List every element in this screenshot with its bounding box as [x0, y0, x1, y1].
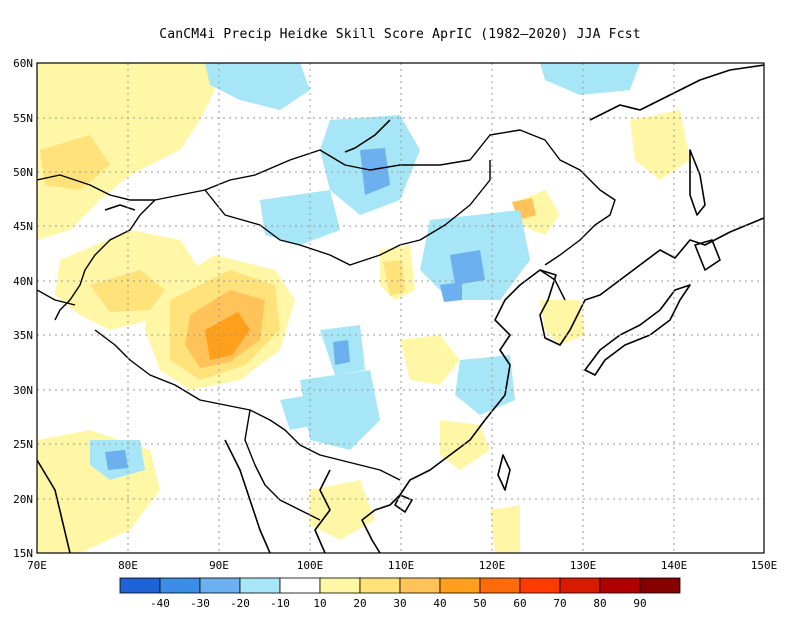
coastline-east-asia	[361, 217, 764, 553]
plot-frame	[36, 62, 765, 554]
longitude-labels: 70E 80E 90E 100E 110E 120E 130E 140E 150…	[27, 559, 777, 572]
lon-label: 110E	[388, 559, 415, 572]
shade-se-yellow	[310, 480, 375, 540]
colorbar-label: 40	[433, 597, 446, 610]
coastlines	[37, 64, 764, 553]
lon-label: 100E	[297, 559, 324, 572]
shade-mid-blue	[260, 190, 340, 245]
colorbar-label: -40	[150, 597, 170, 610]
lat-label: 35N	[13, 329, 33, 342]
colorbar-label: -10	[270, 597, 290, 610]
shade-taiwan-yellow	[490, 505, 520, 553]
colorbar-box	[159, 577, 201, 594]
lat-label: 20N	[13, 493, 33, 506]
shade-siberia-blue	[205, 63, 310, 110]
colorbar-label: -20	[230, 597, 250, 610]
colorbar-box	[399, 577, 441, 594]
colorbar-label: 60	[513, 597, 526, 610]
shade-west-yellow	[37, 63, 215, 240]
latitude-labels: 15N 20N 25N 30N 35N 40N 45N 50N 55N 60N	[13, 57, 33, 560]
lon-label: 120E	[479, 559, 506, 572]
national-borders	[37, 129, 616, 521]
colorbar-box	[359, 577, 401, 594]
border-central-asia	[37, 174, 155, 201]
shade-india-deep	[105, 450, 128, 470]
border-mongolia-south	[204, 160, 491, 266]
coastline-bay-bengal	[224, 439, 271, 553]
border-russia-china-north	[204, 129, 616, 266]
colorbar-label: 80	[593, 597, 606, 610]
coastline-hainan	[394, 494, 413, 513]
lat-label: 30N	[13, 384, 33, 397]
shade-ne-blue-deep	[440, 282, 462, 302]
lake-balkhash	[104, 204, 136, 211]
border-kazakh-south	[37, 289, 76, 306]
coastline-kamchatka	[639, 64, 764, 111]
colorbar-label: 10	[313, 597, 326, 610]
coastline-taiwan	[497, 454, 511, 491]
colorbar-label: -30	[190, 597, 210, 610]
lat-label: 25N	[13, 438, 33, 451]
shade-central-yellow	[400, 335, 460, 385]
colorbar: -40 -30 -20 -10 10 20 30 40 50 60 70 80 90	[119, 577, 681, 610]
lat-label: 15N	[13, 547, 33, 560]
border-korea	[539, 269, 566, 301]
coastline-indochina	[314, 469, 331, 553]
colorbar-box	[559, 577, 601, 594]
colorbar-box	[599, 577, 641, 594]
lake-baikal	[344, 119, 391, 153]
shade-south-yellow	[440, 420, 490, 470]
lon-label: 150E	[751, 559, 778, 572]
lat-label: 60N	[13, 57, 33, 70]
colorbar-box	[519, 577, 561, 594]
shade-central-deep	[333, 340, 350, 365]
colorbar-box	[199, 577, 241, 594]
shade-tibet-peak	[205, 312, 250, 360]
border-china-west	[54, 189, 206, 321]
colorbar-label: 70	[553, 597, 566, 610]
colorbar-box	[479, 577, 521, 594]
colorbar-box	[319, 577, 361, 594]
lat-label: 50N	[13, 166, 33, 179]
lon-label: 90E	[209, 559, 229, 572]
coastline-sakhalin	[689, 149, 706, 216]
coastline-hokkaido	[694, 239, 721, 271]
colorbar-box	[439, 577, 481, 594]
map-title: CanCM4i Precip Heidke Skill Score AprIC …	[159, 27, 641, 42]
coastline-okhotsk	[589, 104, 641, 121]
shade-hebei-mid	[383, 260, 405, 296]
lat-label: 45N	[13, 220, 33, 233]
colorbar-box	[279, 577, 321, 594]
lon-label: 140E	[661, 559, 688, 572]
lon-label: 130E	[570, 559, 597, 572]
shade-sichuan-blue	[280, 395, 315, 430]
shade-mongolia-deep	[450, 250, 485, 285]
shade-korea-yellow	[540, 300, 585, 345]
colorbar-box	[639, 577, 681, 594]
lat-label: 40N	[13, 275, 33, 288]
colorbar-label: 30	[393, 597, 406, 610]
border-myanmar	[244, 409, 321, 521]
shade-ne-yellow	[630, 110, 690, 180]
coastline-japan	[584, 284, 691, 376]
colorbar-box	[119, 577, 161, 594]
colorbar-label: 50	[473, 597, 486, 610]
coastline-india	[37, 459, 71, 553]
colorbar-box	[239, 577, 281, 594]
border-himalaya	[94, 329, 401, 481]
lon-label: 70E	[27, 559, 47, 572]
colorbar-label: 20	[353, 597, 366, 610]
lon-label: 80E	[118, 559, 138, 572]
gridlines	[37, 63, 764, 553]
skill-shading	[37, 63, 690, 553]
colorbar-label: 90	[633, 597, 646, 610]
lat-label: 55N	[13, 112, 33, 125]
shade-far-east-blue	[540, 63, 640, 95]
